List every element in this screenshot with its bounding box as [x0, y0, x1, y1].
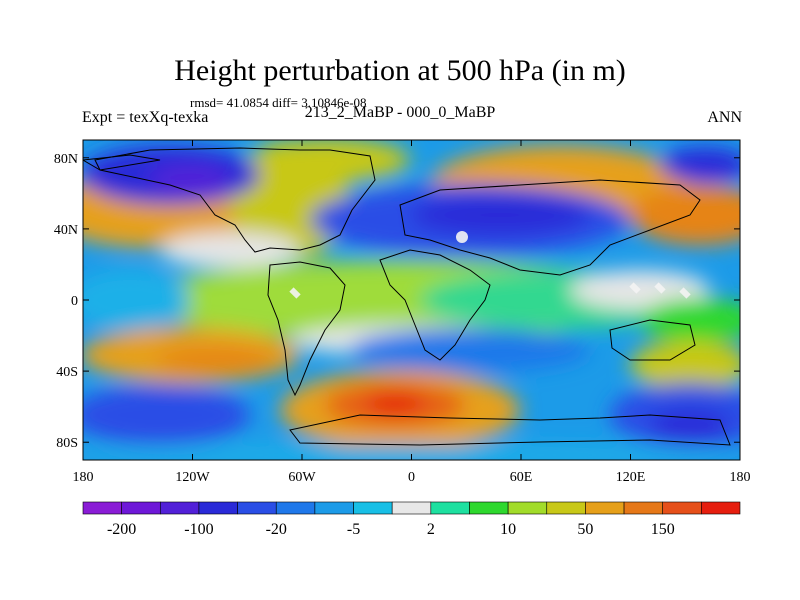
y-tick-label: 40N — [54, 223, 78, 238]
plot-title: Height perturbation at 500 hPa (in m) — [174, 54, 626, 87]
colorbar-label: 50 — [577, 521, 593, 538]
x-tick-label: 180 — [730, 470, 751, 485]
season-label: ANN — [707, 109, 742, 126]
colorbar-swatch — [237, 501, 277, 515]
colorbar-swatch — [198, 501, 238, 515]
colorbar-swatch — [159, 501, 200, 515]
y-tick-label: 80N — [54, 152, 78, 167]
colorbar-label: -20 — [266, 521, 287, 538]
colorbar-swatch — [585, 501, 625, 515]
colorbar-label: 10 — [500, 521, 516, 538]
colorbar-label: -100 — [184, 521, 213, 538]
colorbar-label: 150 — [651, 521, 675, 538]
colorbar-swatch — [82, 501, 122, 515]
y-tick-label: 0 — [71, 294, 78, 309]
coastline — [83, 147, 731, 446]
colorbar-swatch — [430, 501, 470, 515]
colorbar-label: -5 — [347, 521, 360, 538]
x-tick-label: 120E — [616, 470, 646, 485]
colorbar-swatch — [507, 501, 548, 515]
x-tick-label: 120W — [175, 470, 210, 485]
y-axis: 80N 40N 0 40S 80S — [54, 152, 740, 451]
colorbar-swatch — [469, 501, 509, 515]
colorbar-label: 2 — [427, 521, 435, 538]
x-tick-label: 180 — [73, 470, 94, 485]
stats-label: rmsd= 41.0854 diff= 3.10846e-08 — [190, 95, 367, 110]
colorbar-swatch — [701, 501, 741, 515]
colorbar-swatch — [275, 501, 316, 515]
colorbar-swatch — [662, 501, 702, 515]
x-tick-label: 60W — [288, 470, 316, 485]
x-tick-label: 0 — [408, 470, 415, 485]
colorbar-swatch — [623, 501, 664, 515]
colorbar-swatch — [314, 501, 354, 515]
contour-field — [83, 140, 740, 460]
colorbar-swatch — [353, 501, 393, 515]
colorbar-swatch — [546, 501, 586, 515]
y-tick-label: 80S — [56, 436, 78, 451]
y-tick-label: 40S — [56, 365, 78, 380]
colorbar-swatch — [391, 501, 432, 515]
colorbar: -200 -100 -20 -5 2 10 50 150 — [82, 501, 741, 538]
experiment-label: Expt = texXq-texka — [82, 109, 209, 126]
colorbar-swatch — [121, 501, 161, 515]
colorbar-label: -200 — [107, 521, 136, 538]
x-tick-label: 60E — [510, 470, 533, 485]
x-axis: 180 120W 60W 0 60E 120E 180 — [73, 140, 751, 485]
case-label: 213_2_MaBP - 000_0_MaBP — [304, 104, 496, 121]
